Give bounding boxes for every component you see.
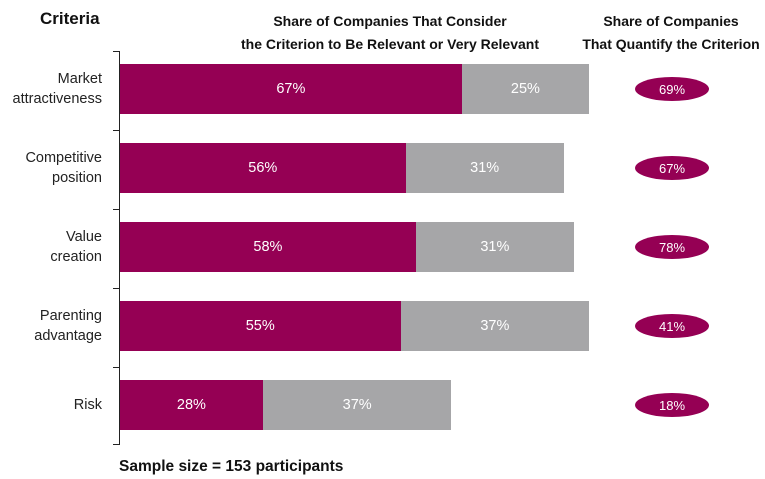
category-label-line: Competitive (25, 150, 102, 166)
bar-value-label: 37% (342, 397, 372, 413)
quantify-share-badge: 67% (635, 156, 709, 180)
bar-very-relevant-segment: 37% (400, 301, 590, 351)
category-label: Competitive position (0, 148, 102, 188)
bar-value-label: 55% (245, 318, 275, 334)
category-axis (119, 51, 120, 444)
category-label: Market attractiveness (0, 69, 102, 109)
criteria-header: Criteria (40, 9, 100, 28)
bar-value-label: 31% (480, 239, 510, 255)
bar-relevant-segment: 56% (120, 143, 406, 193)
category-label: Parenting advantage (0, 306, 102, 346)
relevance-header-line1: Share of Companies That Consider (273, 13, 507, 29)
relevance-header: Share of Companies That Consider the Cri… (180, 10, 600, 56)
category-label-line: attractiveness (12, 91, 102, 107)
quantify-value-label: 78% (658, 239, 686, 255)
quantify-share-badge: 78% (635, 235, 709, 259)
bar-very-relevant-segment: 37% (262, 380, 452, 430)
category-label-line: Parenting (39, 308, 102, 324)
bar-value-label: 25% (510, 81, 540, 97)
quantify-share-badge: 18% (635, 393, 709, 417)
bar-value-label: 31% (470, 160, 500, 176)
bar-value-label: 56% (248, 160, 278, 176)
axis-tick (113, 288, 120, 289)
quantify-header: Share of Companies That Quantify the Cri… (566, 10, 765, 56)
axis-tick (113, 130, 120, 131)
category-label: Value creation (0, 227, 102, 267)
category-label: Risk (0, 395, 102, 415)
bar-relevant-segment: 67% (120, 64, 462, 114)
quantify-share-badge: 41% (635, 314, 709, 338)
bar-value-label: 67% (276, 81, 306, 97)
bar-relevant-segment: 58% (120, 222, 416, 272)
category-label-line: position (52, 170, 102, 186)
category-label-line: Value (65, 229, 102, 245)
axis-tick (113, 209, 120, 210)
category-label-line: Market (57, 71, 102, 87)
quantify-value-label: 69% (658, 81, 686, 97)
quantify-value-label: 67% (658, 160, 686, 176)
quantify-header-line1: Share of Companies (603, 13, 739, 29)
bar-value-label: 28% (176, 397, 206, 413)
quantify-share-badge: 69% (635, 77, 709, 101)
bar-very-relevant-segment: 31% (405, 143, 564, 193)
relevance-header-line2: the Criterion to Be Relevant or Very Rel… (241, 36, 539, 52)
category-label-line: advantage (34, 328, 102, 344)
sample-size-note: Sample size = 153 participants (119, 458, 344, 475)
quantify-header-line2: That Quantify the Criterion (582, 36, 760, 52)
category-label-line: Risk (73, 397, 102, 413)
bar-relevant-segment: 28% (120, 380, 263, 430)
quantify-value-label: 41% (658, 318, 686, 334)
bar-relevant-segment: 55% (120, 301, 401, 351)
axis-tick (113, 367, 120, 368)
axis-tick (113, 444, 120, 445)
bar-very-relevant-segment: 31% (415, 222, 574, 272)
bar-value-label: 37% (480, 318, 510, 334)
axis-tick (113, 51, 120, 52)
quantify-value-label: 18% (658, 397, 686, 413)
category-label-line: creation (50, 249, 102, 265)
bar-very-relevant-segment: 25% (461, 64, 590, 114)
bar-value-label: 58% (253, 239, 283, 255)
